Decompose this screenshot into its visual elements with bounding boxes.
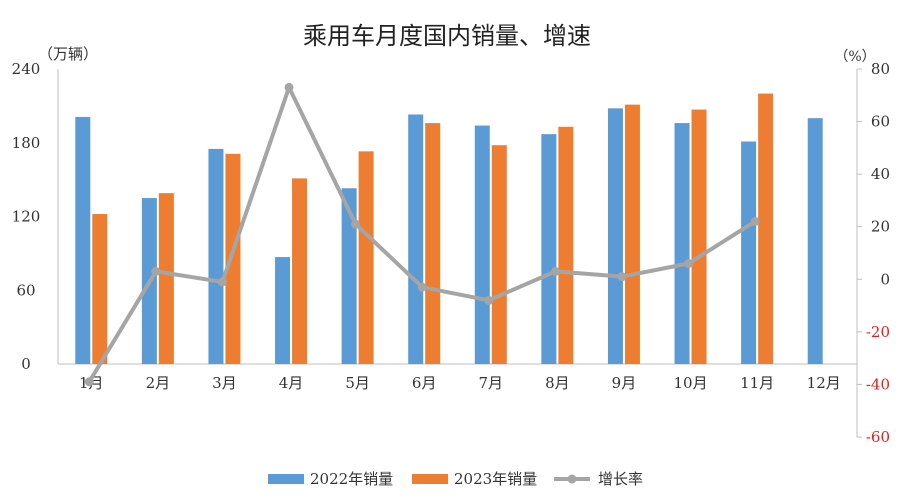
chart-title: 乘用车月度国内销量、增速 <box>303 22 591 50</box>
bar-2023 <box>558 126 574 364</box>
bar-2022 <box>741 141 757 364</box>
bar-2022 <box>807 118 823 365</box>
x-tick-label: 5月 <box>345 374 370 392</box>
x-tick-label: 8月 <box>545 374 570 392</box>
y-left-tick-label: 180 <box>12 134 41 152</box>
legend-swatch-growth-marker <box>567 474 577 484</box>
growth-point <box>550 266 560 276</box>
bar-2023 <box>624 104 640 364</box>
y-left-unit: （万辆） <box>38 45 98 63</box>
x-tick-label: 10月 <box>673 374 707 392</box>
y-right-tick-label: 0 <box>880 270 890 288</box>
bar-2023 <box>292 178 308 364</box>
x-tick-label: 12月 <box>807 374 841 392</box>
bar-2023 <box>425 123 441 364</box>
bar-2023 <box>225 153 241 364</box>
bar-2023 <box>691 109 707 364</box>
y-right-tick-label: -60 <box>866 428 890 446</box>
bar-2022 <box>275 257 291 364</box>
y-left-tick-label: 0 <box>21 355 31 373</box>
growth-point <box>617 272 627 282</box>
bar-2022 <box>607 108 623 364</box>
bar-2022 <box>75 116 91 364</box>
growth-point <box>151 266 161 276</box>
growth-point <box>284 82 294 92</box>
growth-point <box>484 295 494 305</box>
plot-area: 060120180240-60-40-200204060801月2月3月4月5月… <box>12 60 890 446</box>
bar-2023 <box>158 193 174 364</box>
bar-2023 <box>758 93 774 364</box>
bar-2023 <box>491 145 507 364</box>
y-left-tick-label: 60 <box>16 281 35 299</box>
y-right-tick-label: 40 <box>871 165 890 183</box>
bar-2022 <box>474 125 490 365</box>
growth-point <box>684 259 694 269</box>
y-right-tick-label: 20 <box>871 218 890 236</box>
legend-label-2023: 2023年销量 <box>454 470 537 488</box>
x-tick-label: 9月 <box>612 374 637 392</box>
x-tick-label: 7月 <box>479 374 504 392</box>
x-tick-label: 2月 <box>146 374 171 392</box>
bar-2022 <box>674 123 690 364</box>
growth-point <box>217 277 227 287</box>
bar-2022 <box>408 114 424 365</box>
bar-2023 <box>358 151 374 364</box>
x-tick-label: 11月 <box>740 374 774 392</box>
y-right-unit: （%） <box>834 49 875 65</box>
legend-label-2022: 2022年销量 <box>310 470 393 488</box>
x-tick-label: 3月 <box>212 374 237 392</box>
y-left-tick-label: 240 <box>12 60 41 78</box>
x-tick-label: 4月 <box>279 374 304 392</box>
legend: 2022年销量 2023年销量 增长率 <box>268 470 643 488</box>
legend-swatch-2022 <box>268 474 304 484</box>
growth-point <box>84 377 94 387</box>
x-tick-label: 6月 <box>412 374 437 392</box>
bar-2022 <box>208 148 224 364</box>
growth-point <box>417 282 427 292</box>
bar-2022 <box>341 188 357 364</box>
growth-point <box>750 216 760 226</box>
legend-swatch-2023 <box>412 474 448 484</box>
y-right-tick-label: -20 <box>866 323 890 341</box>
y-right-tick-label: 80 <box>871 60 890 78</box>
y-right-tick-label: 60 <box>871 113 890 131</box>
y-right-tick-label: -40 <box>866 375 890 393</box>
bar-2022 <box>541 134 557 364</box>
growth-point <box>351 219 361 229</box>
legend-label-growth: 增长率 <box>598 470 643 488</box>
y-left-tick-label: 120 <box>12 208 41 226</box>
bar-2023 <box>92 214 108 364</box>
